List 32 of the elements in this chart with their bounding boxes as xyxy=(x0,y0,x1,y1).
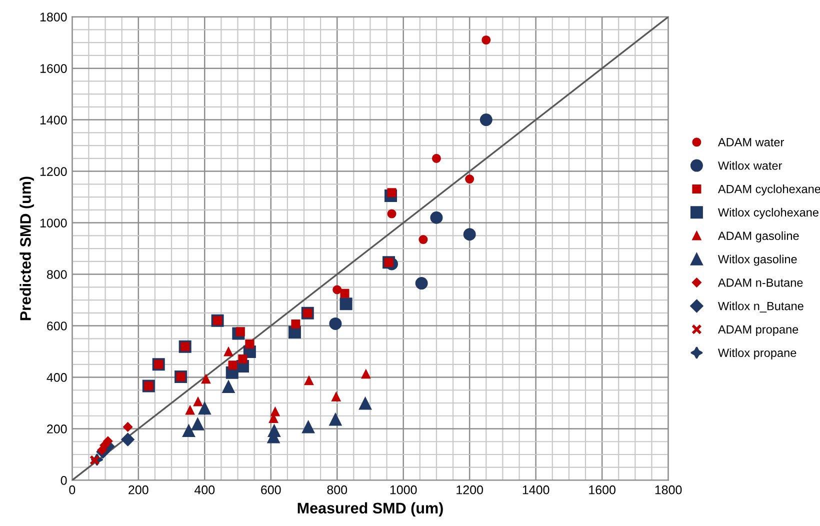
x-tick-label: 200 xyxy=(128,485,148,494)
legend-label: Witlox gasoline xyxy=(718,254,797,266)
x-tick-label: 400 xyxy=(194,485,215,494)
legend-label: Witlox cyclohexane xyxy=(718,208,818,219)
x-tick-label: 1000 xyxy=(390,485,417,494)
y-tick-label: 0 xyxy=(60,476,67,485)
x-axis-title: Measured SMD (um) xyxy=(298,502,443,517)
y-tick-label: 1800 xyxy=(40,12,67,22)
y-tick-label: 1000 xyxy=(40,218,67,228)
y-tick-label: 600 xyxy=(47,322,67,330)
y-tick-label: 200 xyxy=(47,424,67,434)
x-tick-label: 1800 xyxy=(655,485,682,494)
y-tick-label: 400 xyxy=(46,373,67,382)
legend-label: ADAM water xyxy=(718,138,784,146)
legend-label: ADAM n-Butane xyxy=(718,278,803,287)
y-tick-label: 1200 xyxy=(40,167,67,176)
legend-label: Witlox water xyxy=(718,161,782,170)
x-tick-label: 600 xyxy=(261,485,281,494)
y-tick-label: 800 xyxy=(46,270,67,279)
x-tick-label: 800 xyxy=(327,485,348,494)
x-tick-label: 0 xyxy=(69,485,76,494)
y-tick-label: 1400 xyxy=(40,116,67,124)
y-tick-label: 1600 xyxy=(40,64,67,73)
legend-label: Witlox n_Butane xyxy=(718,302,804,312)
legend-label: ADAM cyclohexane xyxy=(718,184,820,196)
x-tick-label: 1400 xyxy=(522,485,550,494)
legend-label: ADAM gasoline xyxy=(718,231,799,242)
x-tick-label: 1200 xyxy=(456,485,484,494)
legend-label: ADAM propane xyxy=(718,325,798,336)
x-tick-label: 1600 xyxy=(589,485,616,494)
legend-label: Witlox propane xyxy=(718,348,796,360)
y-axis-title: Predicted SMD (um) xyxy=(20,176,34,320)
